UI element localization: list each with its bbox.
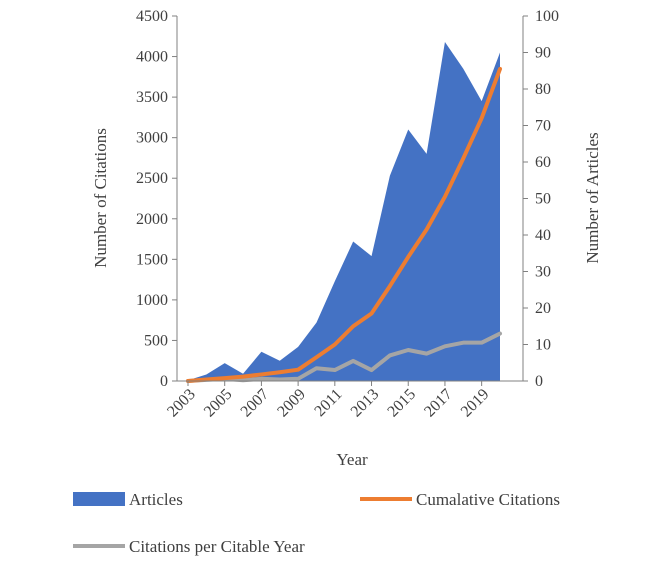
x-tick-label: 2003	[164, 386, 199, 421]
legend-swatch-articles	[73, 492, 125, 506]
series-area-articles	[188, 41, 500, 382]
plot-area	[176, 16, 524, 383]
right-tick-label: 20	[535, 300, 551, 317]
legend-item-articles: Articles	[73, 490, 183, 509]
left-tick-label: 0	[160, 373, 168, 390]
left-tick-label: 4000	[136, 49, 168, 66]
x-tick-label: 2007	[238, 386, 273, 421]
right-axis-title: Number of Articles	[583, 132, 602, 263]
series-line-cumalative-citations	[186, 66, 502, 383]
legend: Articles Cumalative Citations Citations …	[73, 490, 560, 556]
right-tick-label: 0	[535, 373, 543, 390]
legend-label-citations-per-year: Citations per Citable Year	[129, 537, 305, 556]
left-tick-label: 4500	[136, 8, 168, 25]
x-tick-label: 2013	[348, 386, 383, 421]
legend-label-cumulative-citations: Cumalative Citations	[416, 490, 560, 509]
left-tick-label: 2000	[136, 211, 168, 228]
left-tick-label: 3000	[136, 130, 168, 147]
left-tick-label: 1500	[136, 251, 168, 268]
x-tick-label: 2019	[458, 386, 493, 421]
x-tick-label: 2005	[201, 386, 236, 421]
right-tick-label: 30	[535, 264, 551, 281]
right-axis-ticks: 0 10 20 30 40 50 60 70 80 90 100	[523, 8, 559, 390]
x-tick-label: 2011	[311, 386, 345, 420]
x-tick-label: 2017	[421, 386, 456, 421]
right-tick-label: 80	[535, 81, 551, 98]
left-tick-label: 1000	[136, 292, 168, 309]
right-tick-label: 10	[535, 337, 551, 354]
right-tick-label: 60	[535, 154, 551, 171]
left-axis-ticks: 0 500 1000 1500 2000 2500 3000 3500 4000 4500	[136, 8, 177, 390]
left-tick-label: 500	[144, 332, 168, 349]
right-tick-label: 90	[535, 45, 551, 62]
right-tick-label: 70	[535, 118, 551, 135]
x-tick-label: 2009	[274, 386, 309, 421]
x-axis-ticks: 2003 2005 2007 2009 2011 2013 2015 2017 2019	[164, 381, 492, 420]
legend-label-articles: Articles	[129, 490, 183, 509]
right-tick-label: 40	[535, 227, 551, 244]
series-line-citations-per-citable-year	[186, 331, 502, 383]
left-axis-title: Number of Citations	[91, 128, 110, 268]
right-tick-label: 50	[535, 191, 551, 208]
left-tick-label: 3500	[136, 89, 168, 106]
right-tick-label: 100	[535, 8, 559, 25]
x-axis-title: Year	[336, 450, 368, 469]
left-tick-label: 2500	[136, 170, 168, 187]
x-tick-label: 2015	[384, 386, 419, 421]
legend-item-cumulative-citations: Cumalative Citations	[360, 490, 560, 509]
legend-item-citations-per-year: Citations per Citable Year	[73, 537, 305, 556]
